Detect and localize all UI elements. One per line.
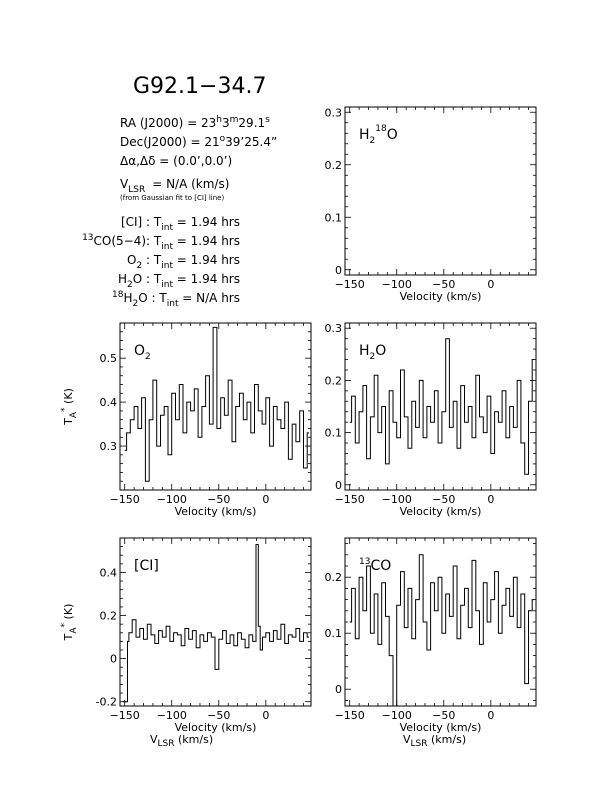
- bottom-xlabel-right: VLSR (km/s): [403, 733, 466, 749]
- y-tick-label: 0.1: [325, 211, 343, 224]
- y-tick-label: 0.2: [100, 610, 118, 623]
- y-tick-label: 0.1: [325, 627, 343, 640]
- panel-13co: −150 −100 −50 0 Velocity (km/s) 0 0.1 0.2 13CO: [325, 537, 537, 734]
- y-tick-label: 0.4: [100, 396, 118, 409]
- y-tick-label: 0.2: [325, 571, 343, 584]
- y-tick-label: 0.3: [325, 322, 343, 335]
- y-tick-label: 0.2: [325, 159, 343, 172]
- x-axis-label: Velocity (km/s): [400, 721, 482, 734]
- panel-label: H2O: [359, 343, 386, 362]
- y-tick-label: 0: [335, 264, 342, 277]
- x-axis-label: Velocity (km/s): [175, 721, 257, 734]
- panel-label: [CI]: [134, 558, 159, 574]
- panel-label: H218O: [359, 124, 398, 146]
- x-axis-label: Velocity (km/s): [400, 290, 482, 303]
- integration-line: O2 : Tint = 1.94 hrs: [127, 253, 240, 271]
- figure-title: G92.1−34.7: [133, 74, 266, 99]
- y-tick-label: 0.4: [100, 566, 118, 579]
- x-tick-label: −150: [335, 709, 365, 722]
- plot-frame: [344, 322, 537, 491]
- y-axis-label: TA* (K): [60, 604, 79, 642]
- integration-line: [CI] : Tint = 1.94 hrs: [121, 215, 240, 233]
- x-tick-label: 0: [487, 709, 494, 722]
- panel-label: 13CO: [359, 557, 391, 574]
- x-tick-label: −150: [110, 709, 140, 722]
- y-tick-label: 0: [335, 479, 342, 492]
- x-tick-label: 0: [262, 709, 269, 722]
- dec-line: Dec(J2000) = 21o39’25.4”: [120, 134, 277, 149]
- x-tick-label: 0: [262, 493, 269, 506]
- y-tick-label: 0.3: [100, 440, 118, 453]
- x-tick-label: −100: [382, 493, 412, 506]
- integration-line: H2O : Tint = 1.94 hrs: [118, 272, 240, 290]
- x-tick-label: −150: [335, 278, 365, 291]
- vlsr-line: VLSR = N/A (km/s): [120, 177, 229, 195]
- plot-frame: [119, 537, 312, 707]
- vlsr-note: (from Gaussian fit to [CI] line): [120, 194, 224, 202]
- bottom-xlabel-left: VLSR (km/s): [150, 733, 213, 749]
- x-axis-label: Velocity (km/s): [400, 505, 482, 518]
- x-tick-label: −50: [207, 493, 230, 506]
- x-tick-label: −50: [432, 493, 455, 506]
- x-tick-label: −50: [432, 278, 455, 291]
- y-tick-label: 0: [335, 683, 342, 696]
- ra-line: RA (J2000) = 23h3m29.1s: [120, 115, 270, 130]
- x-tick-label: 0: [487, 493, 494, 506]
- x-tick-label: −100: [157, 493, 187, 506]
- plot-frame: [119, 322, 312, 491]
- x-tick-label: −150: [110, 493, 140, 506]
- x-tick-label: −100: [157, 709, 187, 722]
- y-tick-label: 0.2: [325, 374, 343, 387]
- integration-line: 18H2O : Tint = N/A hrs: [112, 290, 240, 309]
- spectrum-line: [122, 544, 310, 703]
- y-axis-label: TA* (K): [60, 388, 79, 426]
- y-tick-label: 0.1: [325, 427, 343, 440]
- panel-label: O2: [134, 343, 151, 362]
- panel-h2o: −150 −100 −50 0 Velocity (km/s) 0 0.1 0.2 0.3 H2O: [325, 322, 537, 518]
- y-tick-label: 0: [110, 653, 117, 666]
- x-tick-label: −150: [335, 493, 365, 506]
- panel-o2: −150 −100 −50 0 Velocity (km/s) 0.3 0.4 0.5 TA* …: [60, 322, 312, 518]
- y-tick-label: 0.5: [100, 352, 118, 365]
- x-tick-label: 0: [487, 278, 494, 291]
- panel-ci: −150 −100 −50 0 Velocity (km/s) -0.2 0 0.2 0.4 TA…: [60, 537, 312, 734]
- x-tick-label: −50: [207, 709, 230, 722]
- x-tick-label: −50: [432, 709, 455, 722]
- panel-h218o: −150 −100 −50 0 Velocity (km/s) 0 0.1 0.2 0.3 H21…: [325, 106, 537, 303]
- spectrum-line: [124, 326, 310, 482]
- offset-line: Δα,Δδ = (0.0’,0.0’): [120, 154, 232, 168]
- integration-line: 13CO(5−4): Tint = 1.94 hrs: [82, 233, 240, 252]
- y-tick-label: -0.2: [96, 696, 117, 709]
- x-tick-label: −100: [382, 278, 412, 291]
- x-axis-label: Velocity (km/s): [175, 505, 257, 518]
- spectrum-line: [349, 338, 535, 475]
- plot-frame: [344, 106, 537, 276]
- x-tick-label: −100: [382, 709, 412, 722]
- spectrum-line: [349, 554, 535, 707]
- y-tick-label: 0.3: [325, 106, 343, 119]
